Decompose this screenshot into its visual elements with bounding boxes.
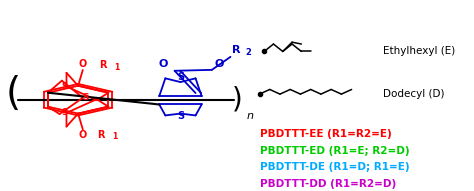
Text: (: ( bbox=[6, 75, 20, 113]
Text: O: O bbox=[214, 59, 224, 69]
Text: S: S bbox=[61, 82, 67, 91]
Text: O: O bbox=[79, 130, 87, 140]
Text: R: R bbox=[97, 130, 104, 140]
Text: Ethylhexyl (E): Ethylhexyl (E) bbox=[383, 46, 455, 57]
Text: 1: 1 bbox=[112, 132, 118, 141]
Text: Dodecyl (D): Dodecyl (D) bbox=[383, 89, 444, 99]
Text: S: S bbox=[177, 72, 184, 82]
Text: 1: 1 bbox=[114, 63, 119, 72]
Text: ): ) bbox=[232, 86, 242, 114]
Text: 2: 2 bbox=[246, 48, 252, 57]
Text: O: O bbox=[158, 59, 168, 69]
Text: PBDTTT-DE (R1=D; R1=E): PBDTTT-DE (R1=D; R1=E) bbox=[260, 162, 409, 172]
Text: PBDTTT-DD (R1=R2=D): PBDTTT-DD (R1=R2=D) bbox=[260, 179, 396, 189]
Text: n: n bbox=[247, 111, 254, 121]
Text: PBDTTT-ED (R1=E; R2=D): PBDTTT-ED (R1=E; R2=D) bbox=[260, 146, 409, 156]
Text: S: S bbox=[82, 93, 88, 102]
Text: S: S bbox=[177, 111, 184, 121]
Text: O: O bbox=[79, 59, 87, 69]
Text: R: R bbox=[232, 45, 240, 55]
Text: S: S bbox=[61, 108, 67, 117]
Text: PBDTTT-EE (R1=R2=E): PBDTTT-EE (R1=R2=E) bbox=[260, 129, 391, 139]
Text: R: R bbox=[99, 60, 107, 70]
